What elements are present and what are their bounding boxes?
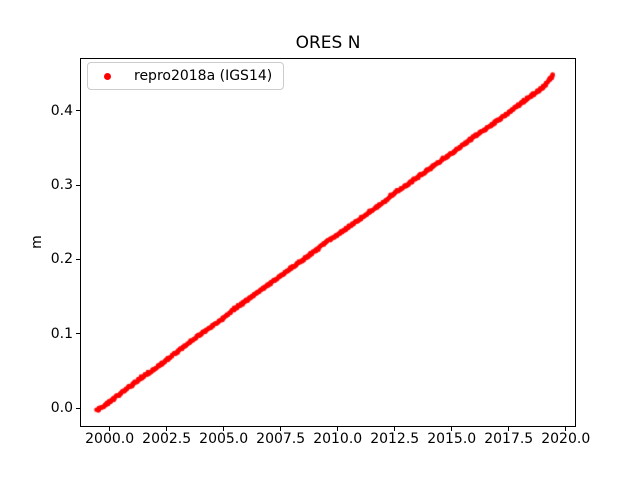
y-tick-label: 0.1 (50, 325, 73, 342)
legend-swatch (96, 72, 118, 80)
x-tick-label: 2002.5 (142, 431, 192, 447)
x-tick-mark (223, 427, 225, 431)
y-tick-mark (76, 407, 80, 409)
y-tick-mark (76, 333, 80, 335)
y-tick-label: 0.3 (50, 177, 73, 194)
y-tick-mark (76, 110, 80, 112)
y-tick-label: 0.2 (50, 251, 73, 268)
x-tick-mark (280, 427, 282, 431)
x-tick-label: 2012.5 (370, 431, 420, 447)
y-tick-mark (76, 258, 80, 260)
x-tick-label: 2000.0 (85, 431, 135, 447)
x-tick-label: 2020.0 (541, 431, 591, 447)
x-tick-mark (451, 427, 453, 431)
x-tick-mark (337, 427, 339, 431)
x-tick-label: 2007.5 (256, 431, 306, 447)
legend: repro2018a (IGS14) (87, 62, 285, 90)
x-tick-label: 2017.5 (484, 431, 534, 447)
y-axis-label: m (29, 235, 45, 249)
legend-label: repro2018a (IGS14) (134, 68, 273, 84)
legend-marker-dot (103, 72, 111, 80)
x-tick-label: 2015.0 (427, 431, 477, 447)
x-tick-mark (565, 427, 567, 431)
scatter-series-canvas (80, 58, 576, 428)
x-tick-mark (166, 427, 168, 431)
y-tick-label: 0.4 (50, 102, 73, 119)
x-tick-mark (394, 427, 396, 431)
x-tick-mark (508, 427, 510, 431)
chart-title: ORES N (295, 33, 361, 53)
plot-area: repro2018a (IGS14) (80, 58, 576, 428)
x-tick-mark (109, 427, 111, 431)
y-tick-label: 0.0 (50, 400, 73, 417)
x-tick-label: 2010.0 (313, 431, 363, 447)
x-tick-label: 2005.0 (199, 431, 249, 447)
y-tick-mark (76, 184, 80, 186)
